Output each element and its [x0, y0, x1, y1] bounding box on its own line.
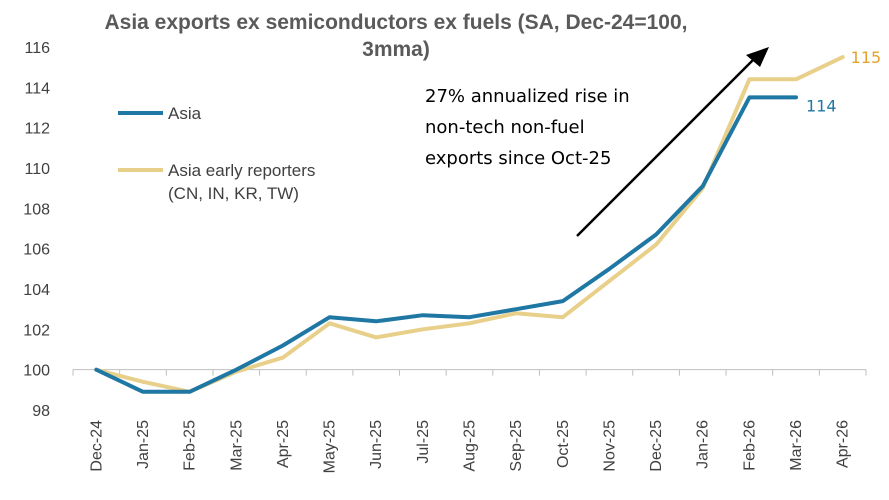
- x-tick-label: Mar-26: [788, 420, 805, 471]
- x-tick-label: Feb-26: [741, 420, 758, 471]
- x-tick-label: Nov-25: [601, 420, 618, 472]
- y-tick-label: 98: [32, 403, 50, 420]
- x-tick-label: Feb-25: [182, 420, 199, 471]
- annotation-arrow-head: [746, 47, 769, 67]
- annotation-arrow-line: [576, 58, 755, 237]
- end-label-asia: 114: [806, 96, 837, 115]
- y-tick-label: 116: [24, 40, 50, 57]
- y-tick-label: 110: [24, 161, 50, 178]
- series-line-asia: [94, 95, 798, 394]
- x-tick-label: May-25: [322, 420, 339, 473]
- x-tick-label: Dec-24: [88, 420, 105, 472]
- x-tick-label: Oct-25: [555, 420, 572, 468]
- x-tick-label: Apr-26: [835, 420, 852, 468]
- chart-title-line1: Asia exports ex semiconductors ex fuels …: [104, 11, 687, 34]
- x-tick-label: Mar-25: [228, 420, 245, 471]
- legend-label-asia-early-reporters: Asia early reporters: [168, 161, 315, 180]
- x-tick-label: Sep-25: [508, 420, 525, 472]
- annotation: 27% annualized rise in non-tech non-fuel e…: [425, 47, 769, 237]
- y-tick-label: 100: [23, 363, 50, 380]
- y-tick-label: 114: [24, 80, 50, 97]
- series-lines: 114 115: [94, 48, 882, 394]
- y-tick-label: 102: [23, 322, 50, 339]
- x-tick-label: Aug-25: [462, 420, 479, 472]
- annotation-text-line: 27% annualized rise in: [425, 86, 630, 107]
- y-tick-label: 106: [23, 242, 50, 259]
- chart-title-line2: 3mma): [362, 38, 430, 61]
- x-tick-label: Jul-25: [415, 420, 432, 464]
- annotation-text-line: exports since Oct-25: [425, 148, 611, 169]
- end-label-asia-early-reporters: 115: [851, 48, 882, 67]
- x-tick-label: Jan-26: [695, 420, 712, 469]
- series-line-asia-early-reporters: [94, 55, 845, 394]
- annotation-text-line: non-tech non-fuel: [425, 117, 585, 138]
- y-tick-label: 104: [23, 282, 50, 299]
- legend-label-asia-early-reporters-line2: (CN, IN, KR, TW): [168, 184, 299, 203]
- x-tick-label: Apr-25: [275, 420, 292, 468]
- x-tick-label: Jun-25: [368, 420, 385, 469]
- axes: 98 100 102 104 106 108 110 112 114 116 Dec-24 Jan-2…: [23, 40, 867, 473]
- y-tick-label: 108: [23, 201, 50, 218]
- x-tick-label: Jan-25: [135, 420, 152, 469]
- y-tick-label: 112: [24, 121, 50, 138]
- legend-label-asia: Asia: [168, 104, 202, 123]
- legend: Asia Asia early reporters (CN, IN, KR, TW): [118, 104, 315, 203]
- x-tick-label: Dec-25: [648, 420, 665, 472]
